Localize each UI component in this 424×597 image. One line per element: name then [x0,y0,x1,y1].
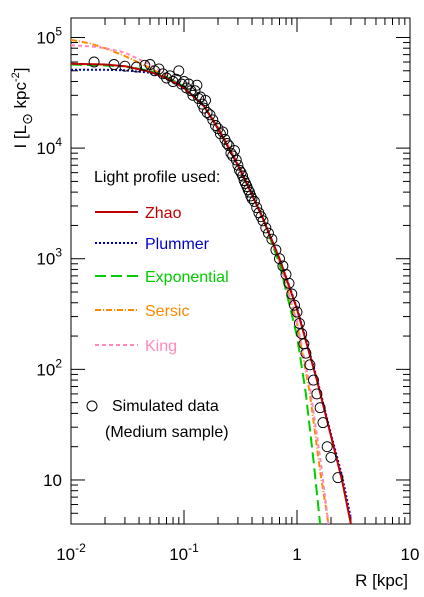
data-point [317,417,329,429]
data-point [210,120,221,131]
data-point [293,317,305,329]
data-point [266,233,278,245]
data-point [204,109,216,121]
y-tick-label: 105 [36,24,62,47]
data-point [185,85,197,97]
data-point [291,306,303,318]
data-point [332,472,344,484]
legend: Light profile used: Zhao Plummer Exponenti… [86,169,229,441]
legend-label-king: King [145,338,177,355]
data-point [108,59,120,70]
data-point [88,56,100,68]
data-point [234,164,245,176]
data-point [183,78,195,90]
data-point [314,402,326,414]
data-point [227,150,239,162]
series-line-zhao [71,62,352,524]
data-point [200,94,211,106]
axis-tick-labels: 10-2 10-1 1 10 10 102 103 104 105 [36,24,419,564]
data-point [251,202,263,214]
data-point [237,170,249,182]
data-point [300,347,312,359]
y-tick-label: 102 [36,356,62,379]
data-point [207,114,219,126]
y-axis-label: I [L⊙ kpc-2] [10,67,35,148]
y-axis-label-exp: -2 [10,72,22,82]
x-tick-label: 1 [292,545,301,564]
data-point [157,68,169,80]
data-point [221,138,233,149]
data-point [274,253,285,265]
data-point [283,277,295,289]
data-point [246,193,258,204]
data-point [296,328,308,340]
data-point [311,388,323,400]
data-point [286,288,298,300]
data-point [173,65,185,77]
data-point [225,147,237,159]
data-point [119,60,131,72]
data-point [304,359,316,371]
data-point [201,107,213,118]
series-line-plummer [71,68,352,519]
data-point [191,79,203,91]
data-point [248,195,260,207]
legend-scatter-marker [86,400,98,412]
y-axis-label-unit: kpc [11,81,30,113]
data-point [230,154,242,166]
data-point [139,59,151,71]
y-tick-label: 10 [43,471,62,490]
data-point [325,451,337,463]
y-axis-label-main: I [L [11,125,30,149]
data-point [257,215,269,227]
plot-frame [70,17,411,525]
legend-title: Light profile used: [94,169,220,186]
series-line-exponential [71,63,322,524]
legend-label-plummer: Plummer [145,236,210,253]
legend-scatter-label-2: (Medium sample) [105,424,229,441]
legend-label-sersic: Sersic [145,303,189,320]
legend-label-zhao: Zhao [145,205,182,222]
x-axis-label: R [kpc] [355,571,408,590]
x-tick-label: 10-1 [169,541,199,564]
y-axis-label-sun: ⊙ [19,113,35,125]
x-tick-label: 10 [401,545,420,564]
data-point [289,299,300,311]
scatter-points [88,56,344,484]
data-point [260,222,272,234]
y-tick-label: 104 [36,135,62,158]
y-tick-label: 103 [36,246,62,269]
axis-ticks [70,18,411,525]
data-point [308,374,319,386]
data-point [217,126,229,138]
data-point [131,61,142,73]
data-point [321,441,333,453]
data-point [214,128,226,140]
data-point [167,76,179,87]
x-tick-label: 10-2 [56,541,86,564]
y-axis-label-close: ] [11,67,30,72]
legend-scatter-label: Simulated data [112,398,219,415]
data-point [232,159,244,171]
data-point [164,70,176,82]
data-point [263,227,274,239]
data-point [193,93,205,105]
legend-label-exponential: Exponential [145,269,229,286]
series-line-sersic [71,38,330,524]
